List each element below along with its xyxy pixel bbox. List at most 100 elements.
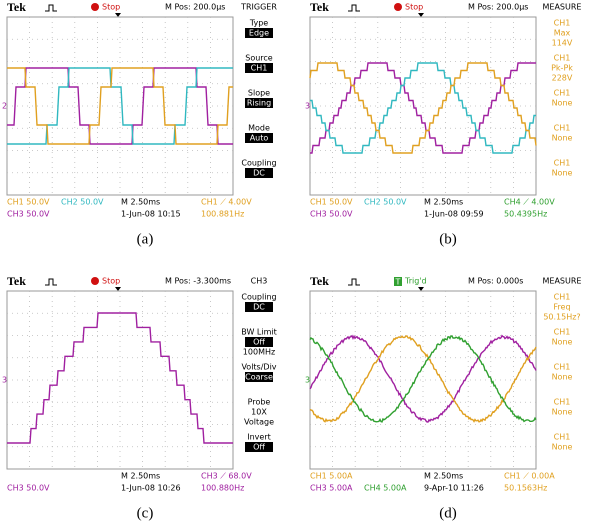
- channel-marker: 3: [305, 102, 310, 111]
- channel-marker: 3: [2, 376, 7, 385]
- footer-date: 9-Apr-10 11:26: [424, 484, 484, 493]
- menu-item-title: Source: [245, 54, 273, 63]
- menu-extra: None: [552, 338, 573, 347]
- menu-item-title: Slope: [248, 89, 270, 98]
- footer-ch3: CH3 50.0V: [7, 210, 50, 219]
- trig-icon: T: [395, 278, 401, 287]
- menu-extra: 10X: [251, 408, 267, 417]
- menu-extra: None: [552, 443, 573, 452]
- footer-timebase: M 2.50ms: [121, 198, 160, 207]
- menu-title: CH3: [251, 277, 268, 286]
- menu-item-title: CH1: [554, 328, 571, 337]
- menu-value: DC: [253, 169, 265, 178]
- menu-extra: 50.15Hz?: [543, 313, 580, 322]
- brand: Tek: [310, 0, 329, 14]
- screen: [310, 291, 536, 469]
- footer-ch1: CH1 50.0V: [310, 198, 353, 207]
- caption: (d): [439, 505, 457, 521]
- menu-extra: None: [552, 134, 573, 143]
- status: Trig'd: [404, 277, 427, 286]
- menu-extra: None: [552, 99, 573, 108]
- footer-trigger: CH1 ⟋ 4.00V: [201, 198, 252, 207]
- footer-date: 1-Jun-08 10:15: [121, 210, 181, 219]
- footer-ch3: CH3 50.0V: [7, 484, 50, 493]
- footer-date: 1-Jun-08 10:26: [121, 484, 181, 493]
- scope-panel: Tek Stop M Pos: -3.300ms CH3 3 CouplingDC BW L…: [2, 274, 277, 522]
- menu-value: Auto: [250, 134, 269, 143]
- caption: (b): [439, 231, 457, 247]
- menu-item-title: CH1: [554, 433, 571, 442]
- pulse-icon: [45, 279, 57, 285]
- menu-item-title: Mode: [248, 124, 270, 133]
- footer-ch4: CH4 5.00A: [364, 484, 407, 493]
- menu-value: DC: [253, 303, 265, 312]
- menu-item-title: CH1: [554, 159, 571, 168]
- mpos: M Pos: 200.0µs: [165, 3, 225, 12]
- footer-trigger: CH3 ⟋ 68.0V: [201, 472, 252, 481]
- footer-ch2: CH2 50.0V: [61, 198, 104, 207]
- menu-extra: Max: [554, 29, 571, 38]
- menu-item-title: CH1: [554, 398, 571, 407]
- footer-timebase: M 2.50ms: [121, 472, 160, 481]
- menu-title: MEASURE: [543, 277, 582, 286]
- menu-value: Rising: [247, 99, 271, 108]
- footer-timebase: M 2.50ms: [424, 198, 463, 207]
- menu-title: MEASURE: [543, 3, 582, 12]
- mpos: M Pos: -3.300ms: [165, 277, 231, 286]
- menu-value: Off: [253, 338, 265, 347]
- caption: (c): [137, 505, 154, 521]
- trigger-arrow: [115, 287, 121, 291]
- footer-trigger: CH4 ⟋ 4.00V: [504, 198, 555, 207]
- menu-item-title: Invert: [247, 433, 271, 442]
- menu-extra: Voltage: [244, 418, 274, 427]
- screen: [7, 291, 233, 469]
- status: Stop: [102, 3, 120, 12]
- stop-dot: [91, 3, 99, 11]
- footer-frequency: 50.4395Hz: [504, 210, 547, 219]
- menu-item-title: Volts/Div: [241, 363, 276, 372]
- stop-dot: [394, 3, 402, 11]
- brand: Tek: [7, 274, 26, 288]
- footer-ch1: CH1 50.0V: [7, 198, 50, 207]
- menu-extra: None: [552, 408, 573, 417]
- menu-item-title: CH1: [554, 124, 571, 133]
- menu-value: Coarse: [245, 373, 273, 382]
- menu-title: TRIGGER: [240, 3, 277, 12]
- menu-extra: None: [552, 169, 573, 178]
- status: Stop: [405, 3, 423, 12]
- footer-ch1: CH1 5.00A: [310, 472, 353, 481]
- menu-item-title: CH1: [554, 54, 571, 63]
- caption: (a): [137, 231, 154, 247]
- menu-item-title: CH1: [554, 363, 571, 372]
- screen: [310, 17, 536, 195]
- footer-ch2: CH2 50.0V: [364, 198, 407, 207]
- screen: [7, 17, 233, 195]
- pulse-icon: [45, 5, 57, 11]
- menu-value: Off: [253, 443, 265, 452]
- status: Stop: [102, 277, 120, 286]
- trigger-arrow: [115, 13, 121, 17]
- menu-item-title: CH1: [554, 293, 571, 302]
- menu-extra: None: [552, 373, 573, 382]
- menu-item-title: Coupling: [241, 159, 276, 168]
- channel-marker: 2: [2, 102, 7, 111]
- footer-frequency: 100.880Hz: [201, 484, 244, 493]
- trigger-arrow: [418, 287, 424, 291]
- pulse-icon: [348, 5, 360, 11]
- menu-item-title: Coupling: [241, 293, 276, 302]
- menu-extra: Freq: [553, 303, 570, 312]
- footer-timebase: M 2.50ms: [424, 472, 463, 481]
- menu-item-title: BW Limit: [241, 328, 277, 337]
- stop-dot: [91, 277, 99, 285]
- footer-ch3: CH3 5.00A: [310, 484, 353, 493]
- menu-item-title: Probe: [248, 398, 271, 407]
- brand: Tek: [7, 0, 26, 14]
- menu-extra: 114V: [552, 39, 573, 48]
- menu-value: CH1: [251, 64, 268, 73]
- channel-marker: 3: [305, 376, 310, 385]
- footer-ch3: CH3 50.0V: [310, 210, 353, 219]
- footer-trigger: CH1 ⟋ 0.00A: [504, 472, 555, 481]
- menu-extra: 100MHz: [243, 348, 275, 357]
